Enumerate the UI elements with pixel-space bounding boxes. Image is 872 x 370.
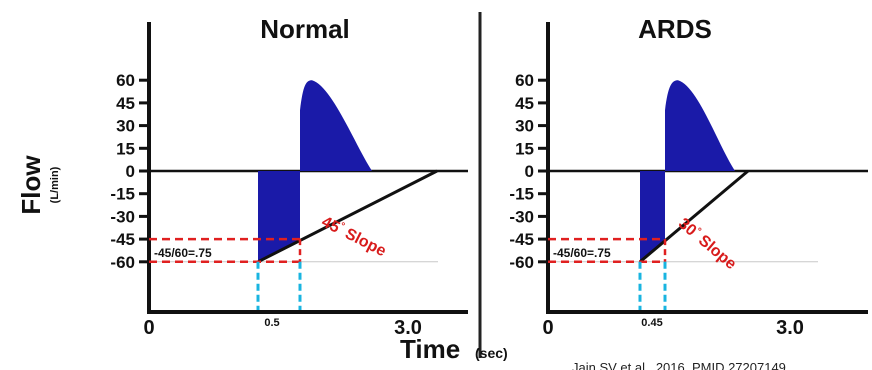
x-axis-unit: (sec) bbox=[475, 345, 508, 361]
slope-degree: ° bbox=[338, 221, 347, 233]
y-tick-label: 15 bbox=[116, 139, 135, 158]
y-tick-label: 30 bbox=[515, 117, 534, 136]
y-tick-label: -60 bbox=[110, 253, 135, 272]
slope-line bbox=[257, 169, 438, 264]
y-axis-unit: (L/min) bbox=[49, 166, 61, 203]
y-axis-label: Flow bbox=[16, 155, 46, 215]
y-tick-label: 60 bbox=[515, 71, 534, 90]
slope-value: 45 bbox=[319, 214, 343, 237]
slope-line bbox=[639, 169, 749, 263]
y-tick-label: -45 bbox=[110, 230, 135, 249]
y-tick-label: 45 bbox=[116, 94, 135, 113]
y-axis-unit-group: (L/min) bbox=[49, 166, 61, 203]
inspiratory-flow-area bbox=[665, 80, 735, 171]
ratio-annotation: -45/60=.75 bbox=[154, 246, 212, 260]
y-tick-label: -60 bbox=[509, 253, 534, 272]
ratio-annotation: -45/60=.75 bbox=[553, 246, 611, 260]
slope-label: 45° Slope bbox=[319, 213, 389, 261]
slope-degree: ° bbox=[693, 226, 703, 237]
x-tick-label: 0.5 bbox=[264, 317, 279, 329]
y-tick-label: 0 bbox=[525, 162, 534, 181]
y-tick-label: 30 bbox=[116, 117, 135, 136]
y-tick-label: -30 bbox=[110, 207, 135, 226]
slope-word: Slope bbox=[692, 229, 740, 273]
panel-ards: ARDS 60 45 30 15 0 -15 -30 -45 -60 0 0.45 3.0 -45/60=… bbox=[509, 14, 868, 339]
panel-normal: Normal 60 45 30 15 0 -15 -30 -45 -60 0 0.5 3.0 -45/60… bbox=[110, 14, 468, 339]
y-tick-label: 60 bbox=[116, 71, 135, 90]
y-tick-label: -30 bbox=[509, 207, 534, 226]
y-tick-label: 15 bbox=[515, 139, 534, 158]
panel-title: Normal bbox=[260, 14, 350, 44]
inspiratory-flow-area bbox=[300, 80, 372, 171]
y-tick-label: -45 bbox=[509, 230, 534, 249]
x-axis-label: Time bbox=[400, 334, 460, 364]
panel-title: ARDS bbox=[638, 14, 712, 44]
x-tick-label: 0.45 bbox=[641, 317, 662, 329]
citation: Jain SV et al., 2016, PMID 27207149 bbox=[572, 360, 786, 370]
x-tick-label: 0 bbox=[143, 317, 154, 339]
y-tick-label: 0 bbox=[126, 162, 135, 181]
expiratory-flow-area bbox=[640, 171, 665, 262]
expiratory-flow-area bbox=[258, 171, 300, 262]
y-axis-title-group: Flow bbox=[16, 155, 46, 215]
x-tick-label: 3.0 bbox=[394, 317, 422, 339]
x-tick-label: 0 bbox=[542, 317, 553, 339]
y-tick-label: -15 bbox=[110, 185, 135, 204]
slope-label: 30° Slope bbox=[675, 214, 740, 273]
slope-word: Slope bbox=[338, 223, 389, 260]
y-tick-label: 45 bbox=[515, 94, 534, 113]
y-tick-label: -15 bbox=[509, 185, 534, 204]
x-tick-label: 3.0 bbox=[776, 317, 804, 339]
